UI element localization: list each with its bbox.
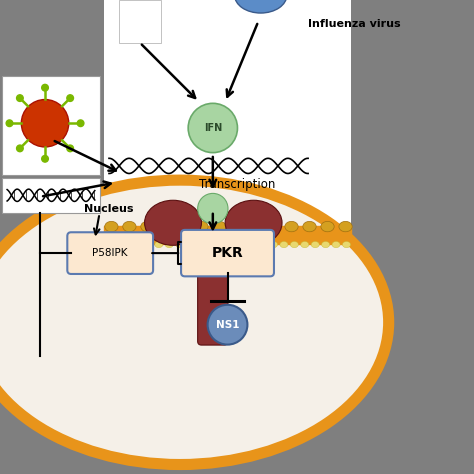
Ellipse shape <box>249 221 262 232</box>
Bar <box>2 178 100 213</box>
Ellipse shape <box>322 242 330 247</box>
Ellipse shape <box>145 242 153 247</box>
Ellipse shape <box>177 221 190 232</box>
Ellipse shape <box>213 221 226 232</box>
Ellipse shape <box>197 242 205 247</box>
Ellipse shape <box>291 242 299 247</box>
Bar <box>104 226 351 244</box>
Circle shape <box>188 103 237 153</box>
Ellipse shape <box>332 242 340 247</box>
Ellipse shape <box>228 242 236 247</box>
Ellipse shape <box>195 221 208 232</box>
Ellipse shape <box>231 221 244 232</box>
Ellipse shape <box>176 242 184 247</box>
Ellipse shape <box>0 180 389 465</box>
Circle shape <box>67 95 73 101</box>
Circle shape <box>42 84 48 91</box>
Ellipse shape <box>113 242 121 247</box>
Ellipse shape <box>311 242 319 247</box>
Ellipse shape <box>207 242 215 247</box>
Circle shape <box>67 145 73 152</box>
Ellipse shape <box>186 242 194 247</box>
Circle shape <box>77 120 84 127</box>
Ellipse shape <box>145 200 201 246</box>
Ellipse shape <box>225 200 282 246</box>
Bar <box>2 76 100 175</box>
Ellipse shape <box>321 221 334 232</box>
Ellipse shape <box>134 242 142 247</box>
Ellipse shape <box>218 242 226 247</box>
Ellipse shape <box>249 242 257 247</box>
Ellipse shape <box>235 0 287 13</box>
Bar <box>118 0 161 43</box>
Circle shape <box>17 145 23 152</box>
Text: NS1: NS1 <box>216 319 239 330</box>
Ellipse shape <box>267 221 280 232</box>
Ellipse shape <box>141 221 154 232</box>
Ellipse shape <box>123 221 136 232</box>
FancyBboxPatch shape <box>198 233 228 345</box>
Ellipse shape <box>165 242 173 247</box>
Ellipse shape <box>259 242 267 247</box>
Circle shape <box>6 120 13 127</box>
Circle shape <box>21 100 69 147</box>
Ellipse shape <box>238 242 246 247</box>
Bar <box>104 0 351 246</box>
Ellipse shape <box>301 242 309 247</box>
Circle shape <box>42 155 48 162</box>
Text: Transcription: Transcription <box>199 178 275 191</box>
Ellipse shape <box>303 221 316 232</box>
Ellipse shape <box>105 221 118 232</box>
FancyBboxPatch shape <box>181 230 274 276</box>
Text: IFN: IFN <box>204 123 222 133</box>
Text: P58IPK: P58IPK <box>92 248 128 258</box>
Text: Nucleus: Nucleus <box>84 203 134 214</box>
Circle shape <box>208 305 247 345</box>
Ellipse shape <box>339 221 352 232</box>
Ellipse shape <box>285 221 298 232</box>
Ellipse shape <box>270 242 278 247</box>
Circle shape <box>198 193 228 224</box>
Text: Influenza virus: Influenza virus <box>308 18 401 29</box>
Circle shape <box>17 95 23 101</box>
Text: PKR: PKR <box>212 246 243 260</box>
Ellipse shape <box>124 242 132 247</box>
Ellipse shape <box>102 242 110 247</box>
Ellipse shape <box>155 242 163 247</box>
Ellipse shape <box>159 221 172 232</box>
Ellipse shape <box>280 242 288 247</box>
Ellipse shape <box>343 242 351 247</box>
FancyBboxPatch shape <box>67 232 153 274</box>
